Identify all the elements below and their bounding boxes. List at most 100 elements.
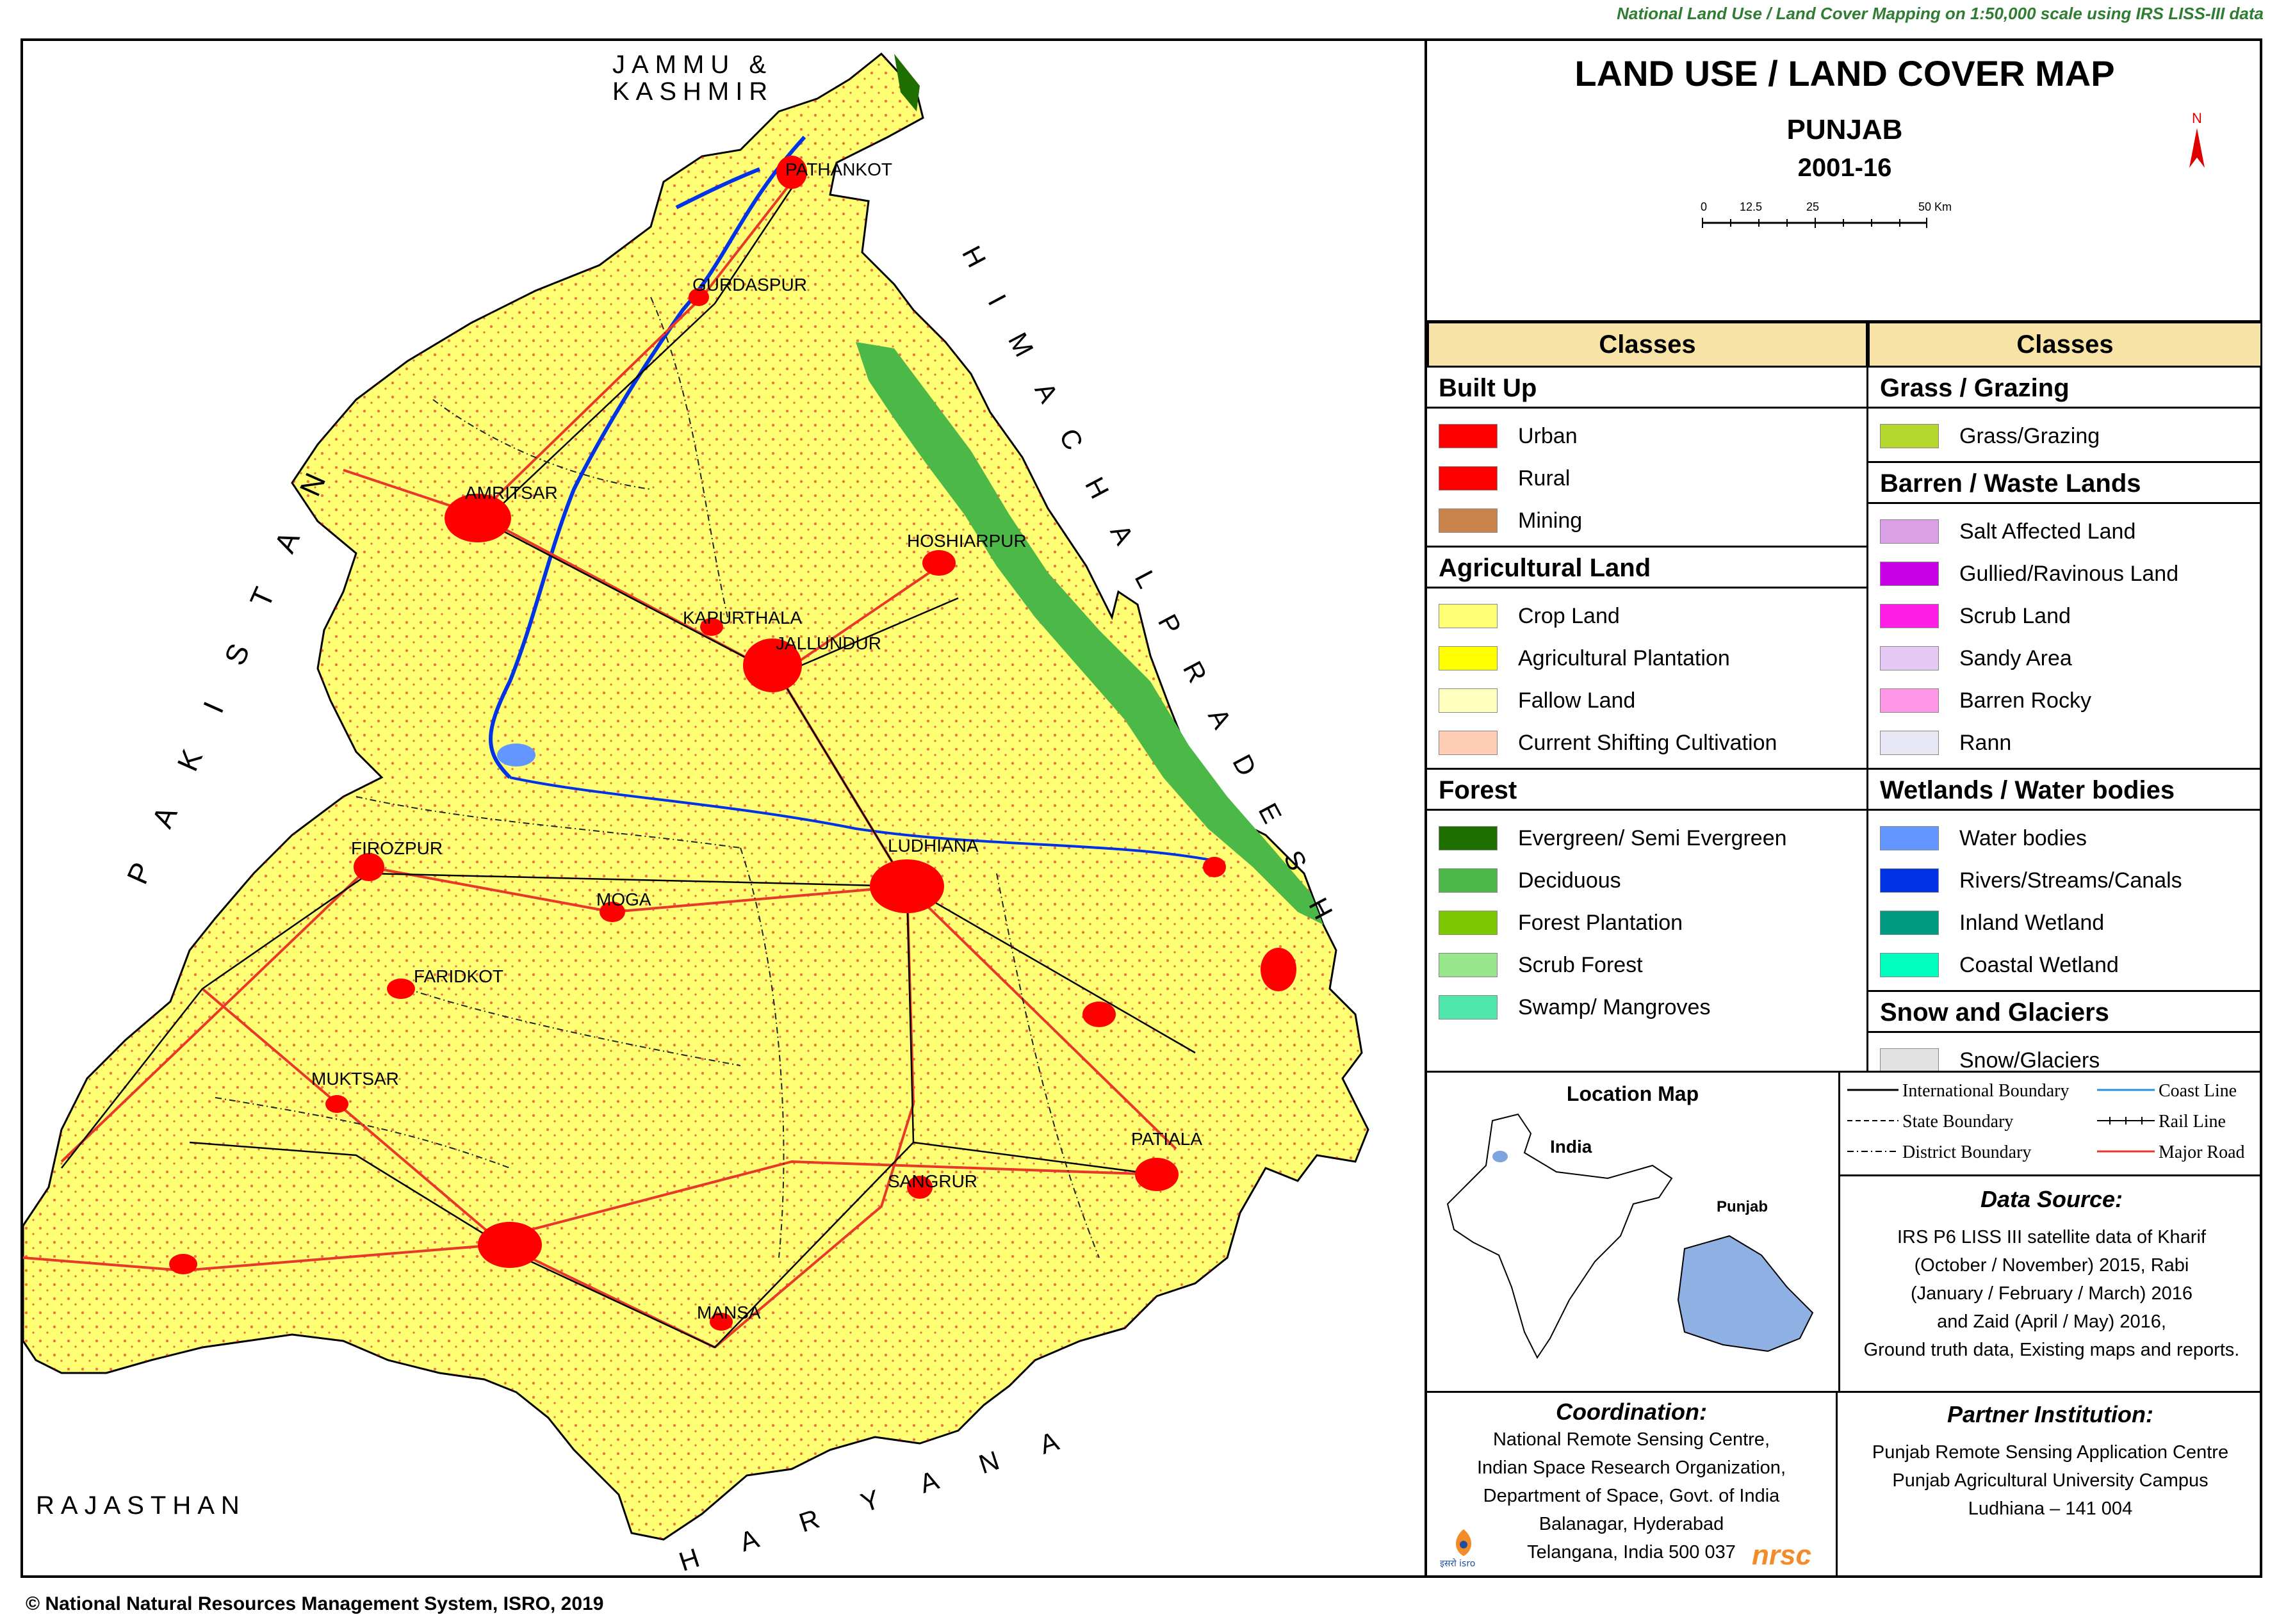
legend-section-items: Salt Affected Land Gullied/Ravinous Land S… <box>1868 504 2262 768</box>
legend-swatch <box>1439 424 1498 448</box>
scale-tick-1: 12.5 <box>1740 200 1763 213</box>
punjab-map[interactable]: JAMMU & KASHMIR P A K I S T A N H I M A … <box>23 41 1425 1575</box>
legend-item-label: Grass/Grazing <box>1959 423 2100 448</box>
coordination-line: Balanagar, Hyderabad <box>1539 1514 1724 1534</box>
north-label: N <box>2192 110 2202 126</box>
legend-item[interactable]: Urban <box>1427 415 1866 457</box>
legend-item[interactable]: Forest Plantation <box>1427 902 1866 944</box>
legend-item[interactable]: Gullied/Ravinous Land <box>1868 553 2262 595</box>
legend-section-title: Wetlands / Water bodies <box>1868 768 2262 811</box>
forest-belt <box>856 342 1323 925</box>
legend-item[interactable]: Grass/Grazing <box>1868 415 2262 457</box>
legend-item[interactable]: Evergreen/ Semi Evergreen <box>1427 817 1866 859</box>
legend-item-label: Current Shifting Cultivation <box>1518 730 1777 755</box>
harike-wetland <box>497 743 535 767</box>
legend-item-label: Salt Affected Land <box>1959 519 2136 544</box>
legend-item[interactable]: Rural <box>1427 457 1866 499</box>
legend-item[interactable]: Inland Wetland <box>1868 902 2262 944</box>
rail-lines <box>61 168 1196 1349</box>
data-source-title: Data Source: <box>1980 1186 2123 1212</box>
legend-item[interactable]: Sandy Area <box>1868 637 2262 679</box>
legend-item[interactable]: Barren Rocky <box>1868 679 2262 722</box>
ravi-river <box>675 167 761 209</box>
top-banner: National Land Use / Land Cover Mapping o… <box>1617 4 2264 23</box>
legend-column-divider <box>1866 321 1868 1072</box>
legend-item-label: Urban <box>1518 423 1578 448</box>
legend-left-column: Built Up Urban Rural Mining Agricultural Lan… <box>1427 368 1866 1032</box>
legend-item-label: Evergreen/ Semi Evergreen <box>1518 825 1787 850</box>
legend-item-label: Deciduous <box>1518 868 1621 893</box>
classes-header-right: Classes <box>1868 321 2262 368</box>
legend-swatch <box>1880 731 1939 755</box>
legend-swatch <box>1439 995 1498 1019</box>
legend-swatch <box>1880 424 1939 448</box>
legend-section-title: Built Up <box>1427 368 1866 409</box>
legend-section-title: Forest <box>1427 768 1866 811</box>
map-years: 2001-16 <box>1797 154 1892 182</box>
legend-item[interactable]: Swamp/ Mangroves <box>1427 986 1866 1028</box>
evergreen-patch <box>894 54 920 111</box>
city-label: JALLUNDUR <box>776 633 881 653</box>
data-source-line: (January / February / March) 2016 <box>1910 1283 2192 1304</box>
district-boundaries <box>215 296 1100 1258</box>
legend-item[interactable]: Coastal Wetland <box>1868 944 2262 986</box>
legend-right-column: Grass / Grazing Grass/Grazing Barren / Was… <box>1868 368 2262 1085</box>
divider <box>1838 1174 2262 1176</box>
legend-item[interactable]: Deciduous <box>1427 859 1866 902</box>
beas-river <box>489 135 806 779</box>
legend-item[interactable]: Water bodies <box>1868 817 2262 859</box>
city-label: MANSA <box>697 1303 761 1322</box>
data-source-text: IRS P6 LISS III satellite data of Kharif… <box>1841 1223 2262 1364</box>
legend-state-boundary: State Boundary <box>1902 1112 2014 1132</box>
legend-item[interactable]: Mining <box>1427 499 1866 542</box>
legend-item[interactable]: Rann <box>1868 722 2262 764</box>
legend-major-road: Major Road <box>2159 1142 2245 1162</box>
legend-item[interactable]: Rivers/Streams/Canals <box>1868 859 2262 902</box>
legend-swatch <box>1880 604 1939 628</box>
legend-item[interactable]: Salt Affected Land <box>1868 510 2262 553</box>
legend-swatch <box>1880 911 1939 935</box>
isro-logo-text: इसरो isro <box>1440 1558 1475 1569</box>
legend-item-label: Rivers/Streams/Canals <box>1959 868 2182 893</box>
legend-item[interactable]: Scrub Land <box>1868 595 2262 637</box>
legend-item[interactable]: Fallow Land <box>1427 679 1866 722</box>
divider <box>1427 320 2262 322</box>
label-rajasthan: RAJASTHAN <box>36 1491 246 1520</box>
partner-line: Punjab Agricultural University Campus <box>1892 1470 2209 1491</box>
legend-section-items: Crop Land Agricultural Plantation Fallow L… <box>1427 589 1866 768</box>
legend-item[interactable]: Current Shifting Cultivation <box>1427 722 1866 764</box>
legend-rail-line: Rail Line <box>2159 1112 2226 1132</box>
legend-item-label: Swamp/ Mangroves <box>1518 995 1711 1019</box>
label-punjab: Punjab <box>1717 1198 1768 1215</box>
legend-item[interactable]: Scrub Forest <box>1427 944 1866 986</box>
scale-tick-2: 25 <box>1806 200 1820 213</box>
city-label: SANGRUR <box>888 1171 977 1191</box>
divider <box>1427 1071 2262 1073</box>
legend-item-label: Rann <box>1959 730 2012 755</box>
city-label: PATHANKOT <box>785 159 892 179</box>
coordination-line: National Remote Sensing Centre, <box>1492 1429 1770 1450</box>
legend-coast-line: Coast Line <box>2159 1081 2237 1101</box>
divider <box>1836 1391 1838 1578</box>
legend-swatch <box>1439 604 1498 628</box>
legend-panel <box>1427 38 2262 1578</box>
legend-section-items: Urban Rural Mining <box>1427 409 1866 546</box>
legend-item-label: Fallow Land <box>1518 688 1636 713</box>
city-label: FARIDKOT <box>414 966 503 986</box>
settlement-dots <box>23 54 1368 1539</box>
legend-swatch <box>1439 466 1498 491</box>
scale-bar <box>1702 218 1927 228</box>
punjab-highlight <box>1492 1151 1508 1162</box>
urban-areas <box>169 156 1296 1331</box>
city-label: AMRITSAR <box>465 483 558 503</box>
location-map-title: Location Map <box>1566 1082 1699 1105</box>
legend-section-items: Water bodies Rivers/Streams/Canals Inland … <box>1868 811 2262 990</box>
legend-swatch <box>1439 508 1498 533</box>
scale-tick-3: 50 Km <box>1918 200 1952 213</box>
legend-section-items: Grass/Grazing <box>1868 409 2262 461</box>
map-frame <box>20 38 1427 1578</box>
legend-item-label: Sandy Area <box>1959 646 2072 670</box>
legend-item[interactable]: Crop Land <box>1427 595 1866 637</box>
legend-item[interactable]: Agricultural Plantation <box>1427 637 1866 679</box>
location-map: India Punjab <box>1446 1113 1814 1359</box>
